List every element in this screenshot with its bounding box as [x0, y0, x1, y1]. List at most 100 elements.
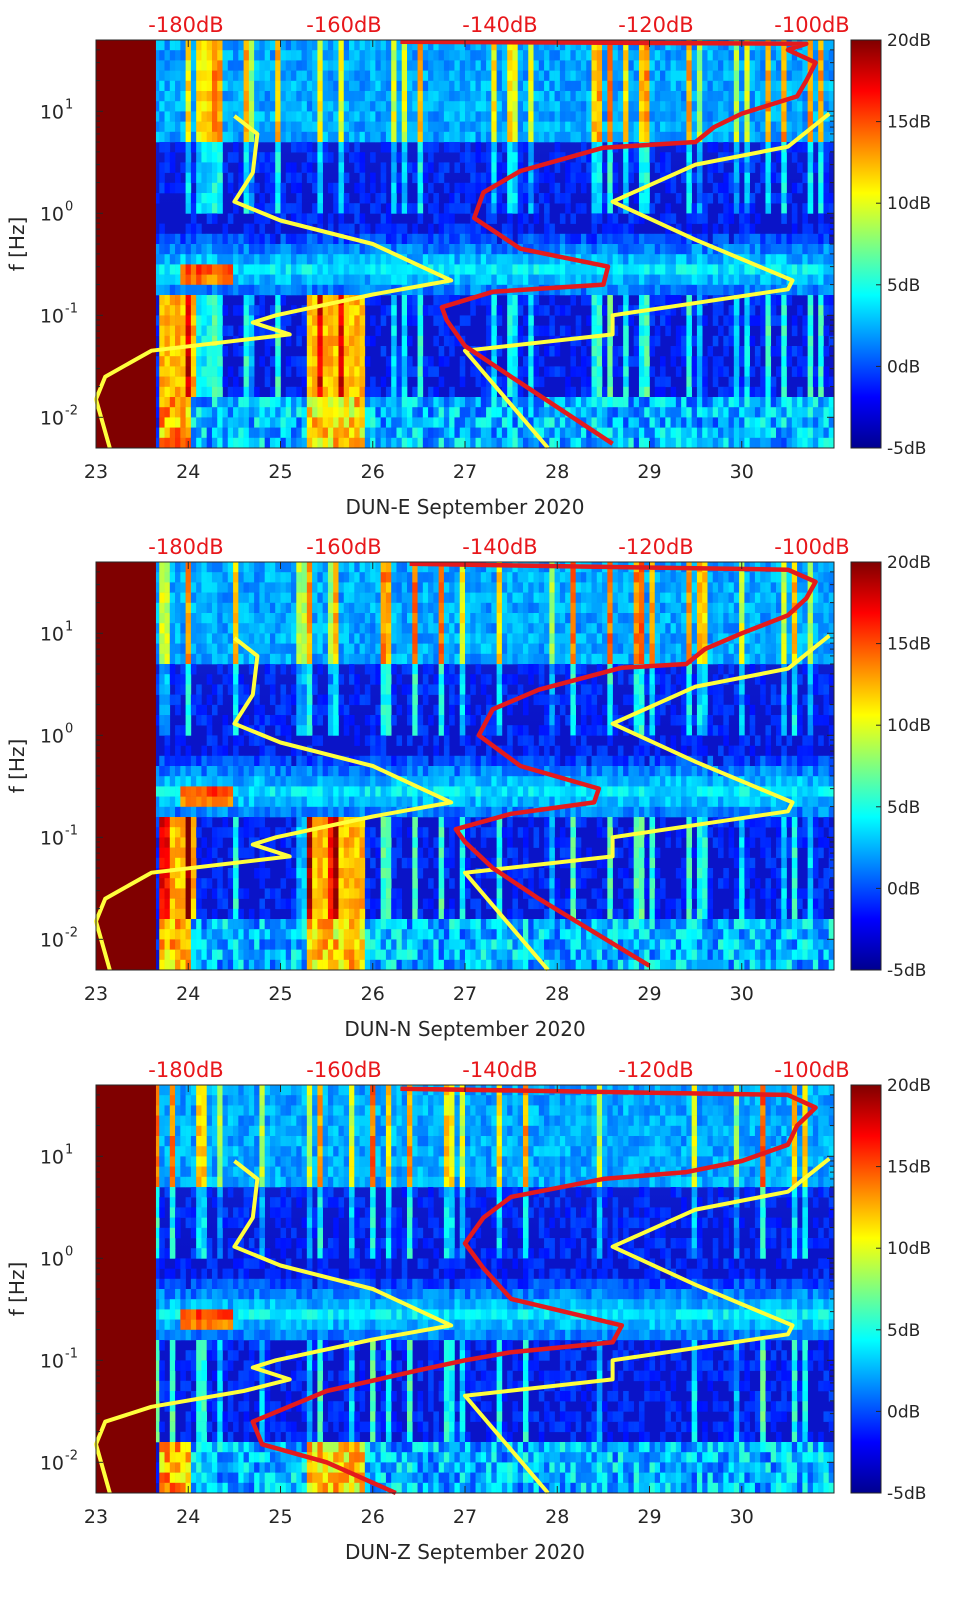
top-axis-db-label: -140dB [462, 535, 537, 559]
x-tick-label: 30 [730, 461, 754, 483]
colorbar-tick-label: 5dB [887, 798, 920, 818]
y-tick-exponent: 1 [65, 1142, 73, 1157]
x-tick-label: 27 [453, 983, 477, 1005]
x-tick-label: 24 [176, 1506, 200, 1528]
colorbar: 20dB 15dB 10dB 5dB 0dB -5dB [850, 1076, 931, 1504]
colorbar-tick-label: 10dB [887, 1239, 931, 1259]
colorbar-tick-label: 5dB [887, 1321, 920, 1341]
y-axis-label: f [Hz] [5, 1262, 29, 1317]
x-tick-label: 26 [361, 461, 385, 483]
colorbar-gradient [850, 1084, 882, 1494]
colorbar: 20dB 15dB 10dB 5dB 0dB -5dB [850, 31, 931, 459]
x-tick-label: 23 [84, 461, 108, 483]
spectrogram-image [96, 40, 835, 449]
y-tick-label: 10 [40, 827, 64, 849]
yellow-model-curve-low [94, 114, 454, 449]
colorbar-tick-label: 10dB [887, 716, 931, 736]
colorbar-gradient [850, 39, 882, 449]
y-tick-exponent: -2 [65, 1448, 78, 1463]
y-tick-exponent: -1 [65, 1346, 78, 1361]
colorbar-tick-label: 0dB [887, 879, 920, 899]
top-axis-db-label: -140dB [462, 13, 537, 37]
colorbar-gradient [850, 561, 882, 971]
y-axis-label: f [Hz] [5, 217, 29, 272]
y-tick-exponent: 0 [65, 199, 73, 214]
y-tick-exponent: 0 [65, 721, 73, 736]
y-tick-label: 10 [40, 203, 64, 225]
y-tick-label: 10 [40, 1146, 64, 1168]
colorbar-tick-label: 20dB [887, 1076, 931, 1096]
y-tick-label: 10 [40, 725, 64, 747]
x-axis-label: DUN-N September 2020 [344, 1017, 585, 1041]
top-axis-db-label: -120dB [618, 13, 693, 37]
y-tick-label: 10 [40, 1248, 64, 1270]
colorbar-tick-label: 15dB [887, 1158, 931, 1178]
spectrogram-image [96, 1085, 835, 1494]
y-tick-exponent: -1 [65, 823, 78, 838]
x-tick-label: 24 [176, 983, 200, 1005]
y-tick-label: 10 [40, 305, 64, 327]
x-tick-label: 28 [545, 1506, 569, 1528]
colorbar: 20dB 15dB 10dB 5dB 0dB -5dB [850, 553, 931, 981]
colorbar-tick-label: -5dB [887, 439, 926, 459]
top-axis-db-label: -100dB [774, 1058, 849, 1082]
y-tick-exponent: -2 [65, 925, 78, 940]
y-tick-label: 10 [40, 1350, 64, 1372]
no-data-block [96, 1085, 156, 1493]
y-tick-label: 10 [40, 929, 64, 951]
red-psd-curve [409, 561, 818, 968]
top-axis-db-label: -180dB [148, 13, 223, 37]
colorbar-tick-label: -5dB [887, 961, 926, 981]
colorbar-tick-label: 0dB [887, 357, 920, 377]
x-tick-label: 29 [637, 983, 661, 1005]
x-tick-label: 27 [453, 461, 477, 483]
colorbar-tick-label: 5dB [887, 276, 920, 296]
red-psd-curve [400, 39, 818, 446]
top-axis-db-label: -120dB [618, 535, 693, 559]
red-psd-curve [250, 1086, 818, 1496]
colorbar-tick-label: 15dB [887, 635, 931, 655]
colorbar-tick-label: -5dB [887, 1484, 926, 1504]
x-tick-label: 28 [545, 983, 569, 1005]
x-tick-label: 29 [637, 1506, 661, 1528]
x-tick-label: 28 [545, 461, 569, 483]
spectrogram-image [96, 562, 835, 971]
yellow-model-curve-low [94, 1159, 454, 1494]
x-tick-label: 24 [176, 461, 200, 483]
top-axis-db-label: -160dB [306, 1058, 381, 1082]
top-axis-db-label: -180dB [148, 535, 223, 559]
top-axis-db-label: -160dB [306, 13, 381, 37]
y-tick-exponent: -1 [65, 301, 78, 316]
y-tick-exponent: 0 [65, 1244, 73, 1259]
y-tick-exponent: -2 [65, 403, 78, 418]
colorbar-tick-label: 15dB [887, 113, 931, 133]
top-axis-db-label: -100dB [774, 535, 849, 559]
y-tick-label: 10 [40, 1452, 64, 1474]
x-tick-label: 25 [268, 983, 292, 1005]
y-tick-label: 10 [40, 101, 64, 123]
x-tick-label: 29 [637, 461, 661, 483]
x-tick-label: 26 [361, 1506, 385, 1528]
x-axis-label: DUN-E September 2020 [345, 495, 584, 519]
x-tick-label: 25 [268, 461, 292, 483]
yellow-model-curve-high [463, 634, 831, 972]
top-axis-db-label: -160dB [306, 535, 381, 559]
yellow-model-curve-low [94, 636, 454, 971]
x-tick-label: 23 [84, 1506, 108, 1528]
top-axis-db-label: -100dB [774, 13, 849, 37]
x-tick-label: 26 [361, 983, 385, 1005]
x-tick-label: 30 [730, 1506, 754, 1528]
top-axis-db-label: -140dB [462, 1058, 537, 1082]
y-tick-exponent: 1 [65, 97, 73, 112]
y-tick-label: 10 [40, 623, 64, 645]
colorbar-tick-label: 20dB [887, 553, 931, 573]
top-axis-db-label: -180dB [148, 1058, 223, 1082]
y-tick-exponent: 1 [65, 619, 73, 634]
yellow-model-curve-high [463, 112, 831, 450]
x-axis-label: DUN-Z September 2020 [345, 1540, 585, 1564]
no-data-block [96, 562, 156, 970]
colorbar-tick-label: 20dB [887, 31, 931, 51]
